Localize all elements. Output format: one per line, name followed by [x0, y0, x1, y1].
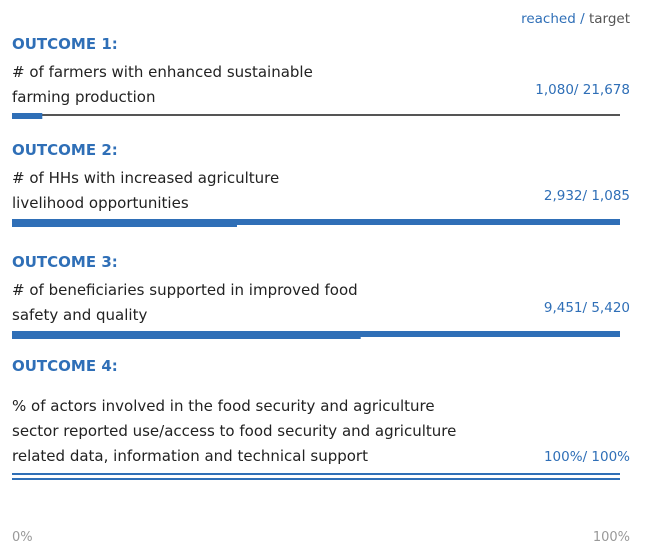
outcome-description: farming production — [12, 88, 156, 106]
outcome-description: safety and quality — [12, 306, 147, 324]
outcome-description: livelihood opportunities — [12, 194, 189, 212]
outcome-title: OUTCOME 3: — [12, 253, 118, 271]
legend-separator: / — [580, 11, 585, 27]
outcome-description: related data, information and technical … — [12, 447, 368, 465]
legend-target: target — [589, 11, 630, 27]
outcome-description: % of actors involved in the food securit… — [12, 397, 435, 415]
legend-reached: reached — [521, 11, 576, 27]
outcome-title: OUTCOME 2: — [12, 141, 118, 159]
outcome-description: # of HHs with increased agriculture — [12, 169, 279, 187]
outcome-value-label: 2,932/ 1,085 — [544, 188, 630, 204]
outcome-value-label: 1,080/ 21,678 — [535, 82, 630, 98]
outcome-title: OUTCOME 1: — [12, 35, 118, 53]
outcome-description: # of beneficiaries supported in improved… — [12, 281, 358, 299]
outcome-value-label: 9,451/ 5,420 — [544, 300, 630, 316]
outcome-description: # of farmers with enhanced sustainable — [12, 63, 313, 81]
reached-bar — [12, 331, 620, 337]
outcome-title: OUTCOME 4: — [12, 357, 118, 375]
legend: reached / target — [521, 11, 630, 27]
reached-bar — [12, 219, 620, 225]
outcome-value-label: 100%/ 100% — [544, 449, 630, 465]
axis-max: 100% — [593, 530, 630, 545]
axis-min: 0% — [12, 530, 33, 545]
outcome-description: sector reported use/access to food secur… — [12, 422, 456, 440]
reached-bar — [12, 113, 43, 119]
